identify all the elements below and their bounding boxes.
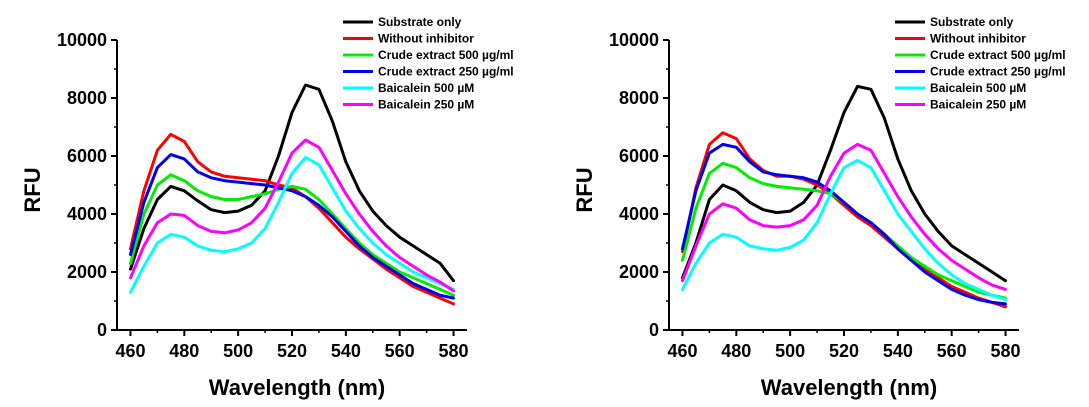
x-tick-label: 580: [991, 341, 1021, 361]
y-tick-label: 4000: [67, 204, 107, 224]
chart-panel-left: 460 480 500 520 540 560 580 0 2000 4000 6000 8000 10…: [0, 0, 544, 407]
y-tick-label: 8000: [619, 88, 659, 108]
y-tick-label: 0: [97, 320, 107, 340]
y-tick-label: 2000: [619, 262, 659, 282]
legend-label-without-inhibitor: Without inhibitor: [378, 32, 474, 46]
series-line-crude-extract-250-g-ml: [681, 142, 1007, 306]
legend-label-without-inhibitor: Without inhibitor: [930, 32, 1026, 46]
legend-label-crude-extract-250-g-ml: Crude extract 250 µg/ml: [378, 65, 514, 79]
series-line-substrate-only: [681, 84, 1007, 283]
series-line-baicalein-500-m: [129, 156, 455, 294]
x-tick-label: 460: [667, 341, 697, 361]
legend-label-crude-extract-500-g-ml: Crude extract 500 µg/ml: [378, 48, 514, 62]
x-tick-label: 560: [385, 341, 415, 361]
series-line-baicalein-250-m: [129, 138, 455, 293]
y-tick-label: 10000: [57, 30, 107, 50]
y-tick-label: 4000: [619, 204, 659, 224]
x-tick-label: 480: [721, 341, 751, 361]
fluorescence-chart-right: 460 480 500 520 540 560 580 0 2000 4000 6000 8000 10…: [572, 15, 1066, 400]
legend-label-crude-extract-250-g-ml: Crude extract 250 µg/ml: [930, 65, 1066, 79]
legend-label-baicalein-250-m: Baicalein 250 µM: [930, 98, 1026, 112]
legend-label-baicalein-500-m: Baicalein 500 µM: [930, 81, 1026, 95]
series-line-baicalein-500-m: [681, 158, 1007, 302]
y-axis-title: RFU: [20, 167, 45, 212]
x-tick-label: 540: [883, 341, 913, 361]
legend-label-crude-extract-500-g-ml: Crude extract 500 µg/ml: [930, 48, 1066, 62]
y-tick-label: 8000: [67, 88, 107, 108]
x-tick-label: 500: [775, 341, 805, 361]
legend-label-baicalein-500-m: Baicalein 500 µM: [378, 81, 474, 95]
y-tick-label: 0: [649, 320, 659, 340]
y-tick-label: 6000: [619, 146, 659, 166]
series-line-substrate-only: [129, 83, 455, 283]
x-tick-label: 500: [223, 341, 253, 361]
fluorescence-chart-left: 460 480 500 520 540 560 580 0 2000 4000 6000 8000 10…: [20, 15, 514, 400]
legend-label-baicalein-250-m: Baicalein 250 µM: [378, 98, 474, 112]
legend-label-substrate-only: Substrate only: [930, 15, 1014, 29]
series-line-baicalein-250-m: [681, 142, 1007, 291]
legend-label-substrate-only: Substrate only: [378, 15, 462, 29]
x-tick-label: 460: [115, 341, 145, 361]
x-tick-label: 520: [277, 341, 307, 361]
y-tick-label: 6000: [67, 146, 107, 166]
x-tick-label: 580: [439, 341, 469, 361]
x-tick-label: 540: [331, 341, 361, 361]
x-axis-title: Wavelength (nm): [209, 375, 385, 400]
series-line-without-inhibitor: [681, 131, 1007, 309]
x-tick-label: 480: [169, 341, 199, 361]
chart-panel-right: 460 480 500 520 540 560 580 0 2000 4000 6000 8000 10…: [552, 0, 1089, 407]
y-tick-label: 10000: [609, 30, 659, 50]
x-tick-label: 560: [937, 341, 967, 361]
x-axis-title: Wavelength (nm): [761, 375, 937, 400]
series-line-crude-extract-250-g-ml: [129, 153, 455, 300]
x-tick-label: 520: [829, 341, 859, 361]
series-line-crude-extract-500-g-ml: [129, 173, 455, 297]
y-axis-title: RFU: [572, 167, 597, 212]
y-tick-label: 2000: [67, 262, 107, 282]
